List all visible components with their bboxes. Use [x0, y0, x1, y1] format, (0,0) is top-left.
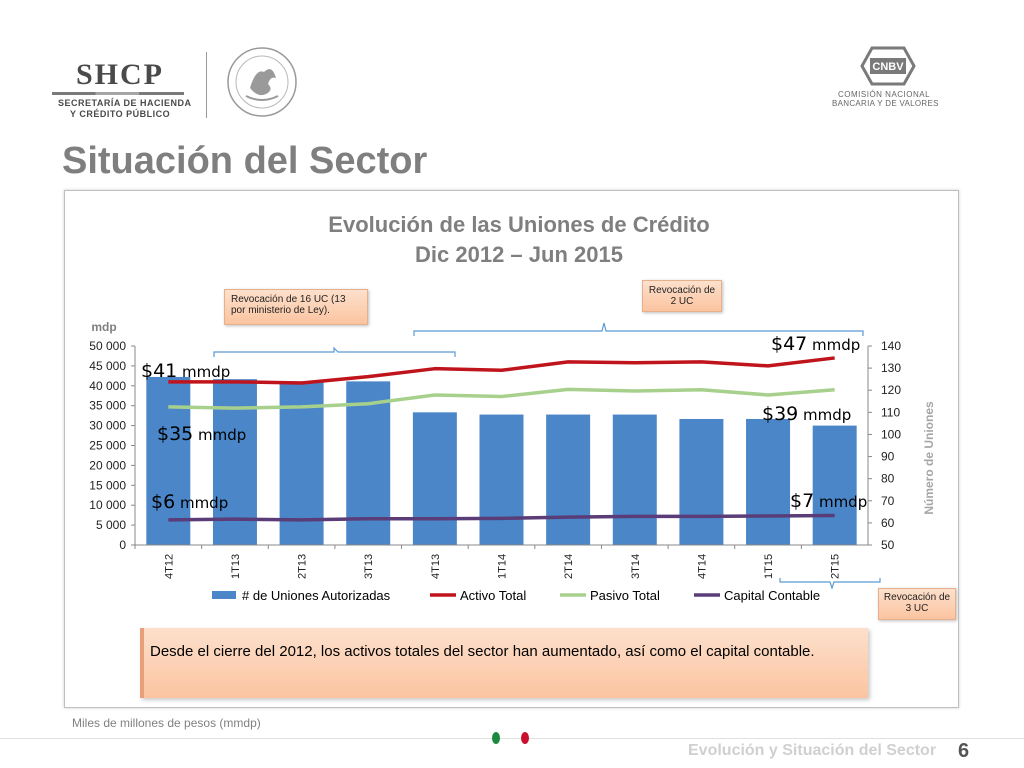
x-tick-label: 4T13 [430, 554, 442, 579]
y-right-tick-label: 120 [881, 383, 901, 397]
y-right-tick-label: 100 [881, 427, 901, 441]
y-left-tick-label: 10 000 [89, 498, 126, 512]
shcp-logo-text: SHCP [76, 58, 165, 91]
y-right-tick-label: 80 [881, 472, 895, 486]
y-right-tick-label: 50 [881, 538, 895, 552]
footer-title: Evolución y Situación del Sector [688, 742, 937, 759]
bar-uniones-autorizadas [812, 425, 857, 545]
y-right-tick-label: 140 [881, 339, 901, 353]
y-left-tick-label: 50 000 [89, 339, 126, 353]
bracket-3-revocations [779, 578, 881, 590]
bar-uniones-autorizadas [412, 412, 457, 545]
legend-label: # de Uniones Autorizadas [242, 588, 391, 603]
value-annotation: $7 mmdp [790, 490, 867, 512]
bracket-16-revocations [213, 346, 456, 357]
x-tick-label: 2T13 [297, 554, 309, 579]
cnbv-abbr: CNBV [872, 61, 904, 73]
page-number: 6 [958, 740, 970, 762]
legend-swatch-bar [212, 591, 236, 599]
bar-uniones-autorizadas [479, 414, 524, 545]
y-left-tick-label: 15 000 [89, 478, 126, 492]
cnbv-name-line2: BANCARIA Y DE VALORES [832, 99, 939, 108]
x-tick-label: 2T14 [563, 554, 575, 579]
line-capital-contable [168, 513, 835, 522]
shcp-subtitle-line1: SECRETARÍA DE HACIENDA [58, 98, 192, 108]
cnbv-name-line1: COMISIÓN NACIONAL [838, 90, 931, 99]
value-annotation: $6 mmdp [151, 491, 228, 513]
x-tick-label: 2T15 [830, 554, 842, 579]
legend-label: Activo Total [460, 588, 526, 603]
y-left-tick-label: 45 000 [89, 359, 126, 373]
y-left-axis-label: mdp [91, 320, 116, 334]
x-tick-label: 4T12 [163, 554, 175, 579]
chart-subtitle: Dic 2012 – Jun 2015 [415, 242, 623, 267]
mexican-eagle-seal-icon [227, 47, 297, 117]
bar-uniones-autorizadas [546, 414, 591, 545]
cnbv-logo-icon: CNBV [860, 46, 916, 86]
chart-title: Evolución de las Uniones de Crédito [328, 212, 709, 237]
y-right-tick-label: 90 [881, 450, 895, 464]
red-dot-icon [521, 732, 529, 744]
x-tick-label: 4T14 [696, 554, 708, 579]
line-activo-total [168, 356, 835, 385]
y-right-tick-label: 60 [881, 516, 895, 530]
line-pasivo-total [168, 387, 835, 410]
y-left-tick-label: 30 000 [89, 419, 126, 433]
callout-revocation-2: Revocación de 2 UC [642, 280, 722, 312]
y-left-tick-label: 35 000 [89, 399, 126, 413]
y-left-tick-label: 40 000 [89, 379, 126, 393]
y-right-axis-label: Número de Uniones [922, 401, 936, 515]
x-tick-label: 3T14 [630, 554, 642, 579]
page-title: Situación del Sector [62, 140, 428, 182]
y-right-tick-label: 70 [881, 494, 895, 508]
y-left-tick-label: 0 [119, 538, 126, 552]
x-tick-label: 1T13 [230, 554, 242, 579]
bar-uniones-autorizadas [612, 414, 657, 545]
bar-uniones-autorizadas [146, 376, 191, 545]
callout-revocation-16: Revocación de 16 UC (13 por ministerio d… [224, 289, 368, 325]
y-right-tick-label: 130 [881, 361, 901, 375]
green-dot-icon [492, 732, 500, 744]
x-tick-label: 3T13 [363, 554, 375, 579]
shcp-logo-stripe [52, 92, 184, 95]
value-annotation: $35 mmdp [157, 423, 246, 445]
legend-label: Pasivo Total [590, 588, 660, 603]
legend-label: Capital Contable [724, 588, 820, 603]
value-annotation: $41 mmdp [141, 360, 230, 382]
footer-divider [0, 738, 1024, 739]
footnote: Miles de millones de pesos (mmdp) [72, 716, 261, 730]
value-annotation: $39 mmdp [762, 403, 851, 425]
summary-box: Desde el cierre del 2012, los activos to… [140, 628, 868, 698]
callout-revocation-3: Revocación de 3 UC [878, 588, 956, 620]
logo-divider [206, 52, 207, 118]
y-right-tick-label: 110 [881, 405, 900, 419]
value-annotation: $47 mmdp [771, 333, 860, 355]
x-tick-label: 1T15 [763, 554, 775, 579]
shcp-subtitle-line2: Y CRÉDITO PÚBLICO [70, 109, 171, 119]
bar-uniones-autorizadas [679, 418, 724, 545]
x-tick-label: 1T14 [497, 554, 509, 579]
y-left-tick-label: 5 000 [96, 518, 126, 532]
bar-uniones-autorizadas [746, 418, 791, 545]
bracket-2-revocations [413, 322, 864, 336]
y-left-tick-label: 25 000 [89, 439, 126, 453]
y-left-tick-label: 20 000 [89, 458, 126, 472]
